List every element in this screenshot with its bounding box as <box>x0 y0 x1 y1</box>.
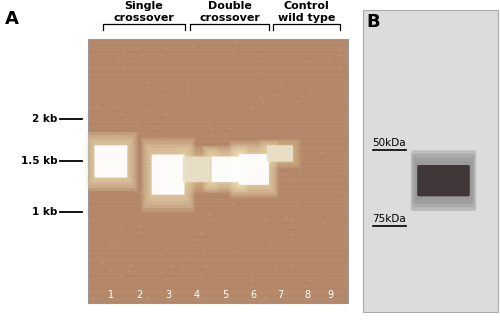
FancyBboxPatch shape <box>262 142 298 165</box>
FancyBboxPatch shape <box>259 139 301 168</box>
Text: 1 kb: 1 kb <box>32 207 58 217</box>
FancyBboxPatch shape <box>95 146 127 177</box>
Text: 8: 8 <box>304 289 310 300</box>
FancyBboxPatch shape <box>236 149 273 190</box>
FancyBboxPatch shape <box>234 146 274 192</box>
FancyBboxPatch shape <box>238 152 270 187</box>
Text: 2: 2 <box>136 289 142 300</box>
Text: Control
wild type: Control wild type <box>278 1 335 23</box>
FancyBboxPatch shape <box>240 154 268 185</box>
FancyBboxPatch shape <box>212 157 238 182</box>
FancyBboxPatch shape <box>212 156 239 182</box>
FancyBboxPatch shape <box>182 155 212 184</box>
Text: B: B <box>366 13 380 31</box>
FancyBboxPatch shape <box>94 145 128 177</box>
Text: 6: 6 <box>251 289 257 300</box>
FancyBboxPatch shape <box>266 145 293 162</box>
Text: 75kDa: 75kDa <box>372 213 406 223</box>
FancyBboxPatch shape <box>86 135 135 188</box>
FancyBboxPatch shape <box>150 151 186 198</box>
FancyBboxPatch shape <box>176 148 217 190</box>
FancyBboxPatch shape <box>152 155 184 194</box>
FancyBboxPatch shape <box>232 144 276 195</box>
FancyBboxPatch shape <box>411 150 476 211</box>
FancyBboxPatch shape <box>230 141 278 198</box>
FancyBboxPatch shape <box>260 140 299 166</box>
Text: 4: 4 <box>194 289 200 300</box>
Text: 1.5 kb: 1.5 kb <box>21 156 58 166</box>
Bar <box>88 39 348 303</box>
FancyBboxPatch shape <box>239 154 269 185</box>
FancyBboxPatch shape <box>267 146 292 161</box>
Text: 2 kb: 2 kb <box>32 114 58 124</box>
FancyBboxPatch shape <box>266 144 294 163</box>
Bar <box>362 10 498 312</box>
FancyBboxPatch shape <box>414 157 473 204</box>
FancyBboxPatch shape <box>142 137 195 212</box>
Text: 1: 1 <box>108 289 114 300</box>
FancyBboxPatch shape <box>84 132 138 191</box>
FancyBboxPatch shape <box>183 156 210 182</box>
FancyBboxPatch shape <box>415 161 472 200</box>
FancyBboxPatch shape <box>180 153 214 186</box>
Text: 7: 7 <box>277 289 283 300</box>
FancyBboxPatch shape <box>205 148 246 190</box>
FancyBboxPatch shape <box>91 140 131 183</box>
Text: 3: 3 <box>165 289 171 300</box>
FancyBboxPatch shape <box>88 137 133 185</box>
FancyBboxPatch shape <box>146 145 190 205</box>
FancyBboxPatch shape <box>174 146 218 193</box>
FancyBboxPatch shape <box>412 154 474 207</box>
FancyBboxPatch shape <box>93 143 129 180</box>
FancyBboxPatch shape <box>152 155 184 195</box>
Text: 50kDa: 50kDa <box>372 138 406 148</box>
FancyBboxPatch shape <box>210 155 240 184</box>
FancyBboxPatch shape <box>178 150 215 188</box>
FancyBboxPatch shape <box>207 150 244 188</box>
Text: 9: 9 <box>328 289 334 300</box>
FancyBboxPatch shape <box>184 157 210 182</box>
Text: Double
crossover: Double crossover <box>200 1 260 23</box>
FancyBboxPatch shape <box>144 141 192 208</box>
FancyBboxPatch shape <box>264 143 296 164</box>
Text: 5: 5 <box>222 289 228 300</box>
Text: A: A <box>5 10 19 28</box>
FancyBboxPatch shape <box>148 148 188 201</box>
Text: Single
crossover: Single crossover <box>114 1 174 23</box>
FancyBboxPatch shape <box>204 146 248 193</box>
FancyBboxPatch shape <box>417 165 470 196</box>
FancyBboxPatch shape <box>208 153 242 186</box>
